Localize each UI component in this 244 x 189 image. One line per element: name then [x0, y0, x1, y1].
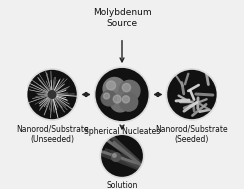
- Circle shape: [122, 84, 131, 92]
- Circle shape: [100, 134, 144, 178]
- Circle shape: [119, 80, 140, 101]
- Circle shape: [112, 153, 120, 161]
- Circle shape: [106, 81, 116, 90]
- Text: Nanorod/Substrate
(Seeded): Nanorod/Substrate (Seeded): [156, 125, 228, 144]
- Text: Molybdenum
Source: Molybdenum Source: [93, 8, 151, 28]
- Circle shape: [95, 67, 149, 122]
- Circle shape: [166, 69, 217, 120]
- Circle shape: [122, 96, 130, 103]
- Circle shape: [103, 93, 110, 99]
- Circle shape: [103, 77, 126, 100]
- Circle shape: [101, 91, 116, 106]
- Text: Spherical Nucleates: Spherical Nucleates: [84, 127, 160, 136]
- Circle shape: [120, 93, 138, 111]
- Circle shape: [113, 154, 116, 157]
- Circle shape: [110, 92, 130, 112]
- Circle shape: [48, 91, 56, 98]
- Circle shape: [27, 69, 78, 120]
- Text: Solution: Solution: [106, 181, 138, 189]
- Circle shape: [113, 95, 121, 103]
- Text: Nanorod/Substrate
(Unseeded): Nanorod/Substrate (Unseeded): [16, 125, 88, 144]
